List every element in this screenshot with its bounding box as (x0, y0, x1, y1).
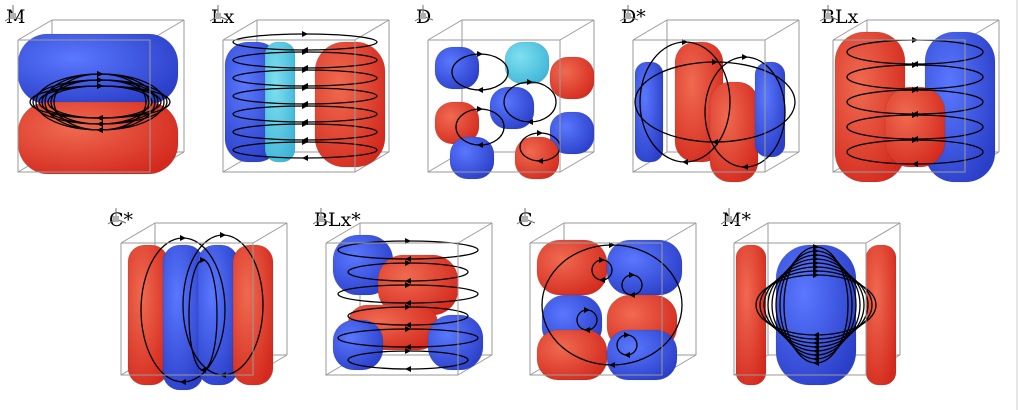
cube-render-C (529, 222, 697, 381)
streamline (591, 257, 613, 283)
streamline (50, 77, 150, 127)
cube-render-BLxstar (325, 222, 493, 376)
axis-origin (420, 13, 426, 19)
streamline (759, 268, 873, 342)
streamline (232, 139, 378, 161)
streamline (347, 348, 469, 372)
streamline (634, 59, 796, 145)
iso-surface (606, 329, 678, 381)
panel-label: C* (109, 209, 134, 231)
iso-surface (197, 244, 239, 386)
panel-label: BLx (821, 6, 859, 28)
streamline (704, 54, 786, 170)
streamline (347, 304, 469, 328)
iso-surface (536, 239, 608, 296)
page-edge (1016, 0, 1018, 410)
panel-Cstar: C* (103, 205, 303, 405)
axis-origin (318, 216, 324, 222)
axis-origin (215, 13, 221, 19)
axis-triad-icon (107, 208, 127, 225)
axis-triad-icon (516, 208, 536, 225)
axis-origin (113, 216, 119, 222)
panel-Lx: Lx (205, 2, 405, 202)
streamline (337, 326, 479, 350)
axis-triad-icon (819, 5, 839, 22)
streamline (621, 272, 643, 298)
iso-surface (606, 239, 683, 296)
panel-label: D* (621, 6, 646, 28)
iso-surface (427, 314, 484, 371)
panel-BLxstar: BLx* (308, 205, 508, 405)
iso-surface (634, 61, 664, 163)
streamline (337, 282, 479, 306)
cube-render-BLx (832, 19, 1000, 183)
cube-render-Cstar (120, 222, 288, 391)
streamline (455, 106, 505, 148)
iso-surface (489, 86, 535, 130)
axis-origin (625, 13, 631, 19)
streamline (503, 79, 557, 125)
axis-triad-icon (312, 208, 332, 225)
panel-label: BLx* (314, 209, 361, 231)
streamline (47, 83, 153, 121)
streamline (576, 307, 598, 333)
streamline (846, 137, 984, 167)
axis-triad-icon (720, 208, 740, 225)
cube-render-Lx (222, 19, 390, 173)
panel-Mstar: M* (716, 205, 916, 405)
iso-surface (449, 136, 495, 180)
iso-surface (865, 244, 897, 386)
streamline (232, 85, 378, 107)
streamline (451, 51, 509, 93)
streamline (767, 260, 865, 350)
iso-surface (735, 244, 767, 386)
iso-surface (504, 41, 550, 85)
panel-BLx: BLx (815, 2, 1015, 202)
streamline (639, 39, 731, 165)
streamline (347, 260, 469, 284)
iso-surface (754, 61, 786, 158)
streamline (783, 244, 849, 366)
axis-triad-icon (4, 5, 24, 22)
iso-surface (549, 111, 595, 155)
panel-D: D (410, 2, 610, 202)
axis-triad-icon (414, 5, 434, 22)
panel-Dstar: D* (615, 2, 815, 202)
axis-origin (726, 216, 732, 222)
iso-surface (434, 46, 480, 90)
iso-surface (332, 319, 384, 371)
cube-render-D (427, 19, 595, 180)
axis-triad-icon (209, 5, 229, 22)
streamline (775, 252, 857, 358)
streamline (140, 235, 226, 385)
iso-surface (127, 244, 169, 386)
axis-origin (522, 216, 528, 222)
axis-origin (10, 13, 16, 19)
iso-surface (549, 56, 595, 100)
streamline (771, 256, 861, 354)
streamline (779, 248, 853, 362)
streamline (755, 272, 877, 338)
cube-render-M (17, 19, 185, 175)
axis-origin (825, 13, 831, 19)
streamline (616, 332, 638, 358)
panel-M: M (0, 2, 200, 202)
streamline (53, 71, 147, 133)
panel-label: Lx (211, 6, 235, 28)
iso-surface (884, 86, 946, 168)
iso-surface (264, 41, 296, 163)
panel-C: C (512, 205, 712, 405)
axis-triad-icon (619, 5, 639, 22)
streamline (188, 257, 218, 373)
cube-render-Dstar (632, 19, 800, 183)
streamline (232, 49, 378, 71)
cube-render-Mstar (733, 222, 901, 386)
streamline (763, 264, 869, 346)
iso-surface (514, 136, 560, 180)
